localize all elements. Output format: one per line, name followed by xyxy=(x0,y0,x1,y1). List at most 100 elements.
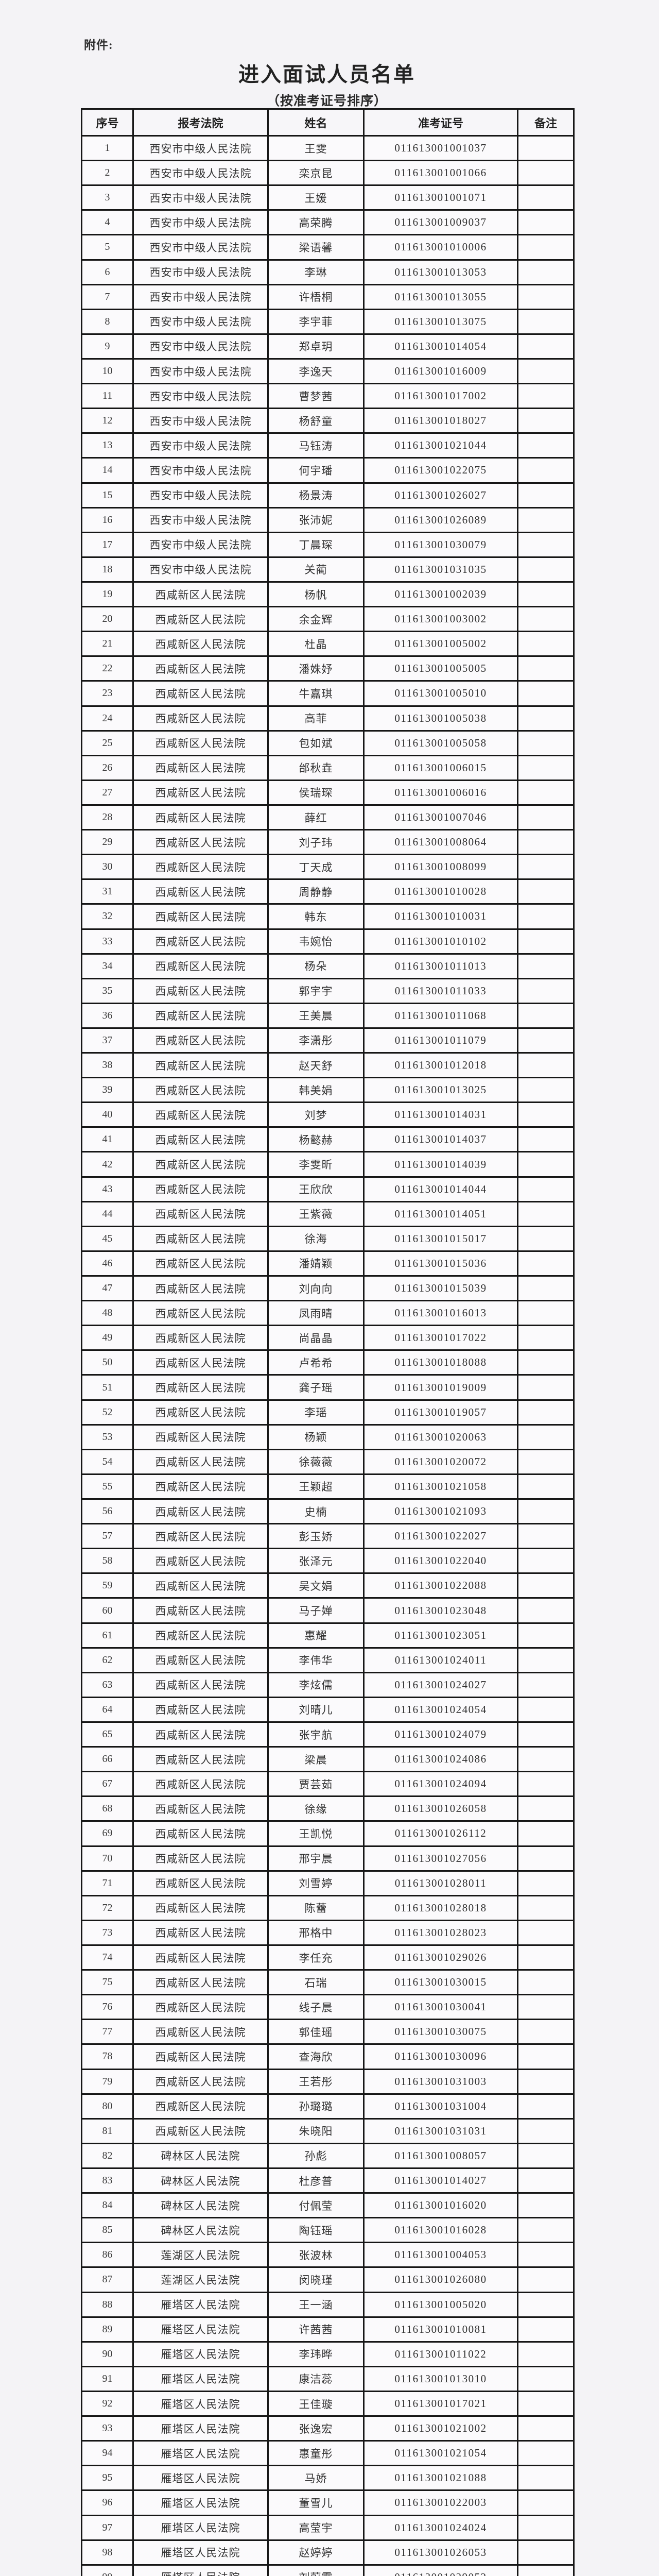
table-row: 90 雁塔区人民法院 李玮晔 011613001011022 xyxy=(81,2341,575,2367)
name-cell: 李瑶 xyxy=(267,1399,365,1426)
court-cell: 雁塔区人民法院 xyxy=(132,2489,269,2516)
court-cell: 西安市中级人民法院 xyxy=(132,234,269,261)
remark-cell xyxy=(517,1622,575,1649)
table-row: 85 碑林区人民法院 陶钰瑶 011613001016028 xyxy=(81,2217,575,2244)
table-row: 89 雁塔区人民法院 许茜茜 011613001010081 xyxy=(81,2316,575,2343)
ticket-number-cell: 011613001005038 xyxy=(363,705,518,732)
ticket-number-cell: 011613001021088 xyxy=(363,2465,518,2492)
remark-cell xyxy=(517,506,575,533)
ticket-number-cell: 011613001026112 xyxy=(363,1820,518,1847)
court-cell: 西咸新区人民法院 xyxy=(132,829,269,856)
remark-cell xyxy=(517,1374,575,1401)
name-cell: 刘梦 xyxy=(267,1101,365,1128)
ticket-number-cell: 011613001011013 xyxy=(363,953,518,979)
court-cell: 西咸新区人民法院 xyxy=(132,1597,269,1624)
ticket-number-cell: 011613001028018 xyxy=(363,1894,518,1921)
court-cell: 西咸新区人民法院 xyxy=(132,1919,269,1946)
name-cell: 杨懿赫 xyxy=(267,1126,365,1153)
court-cell: 西安市中级人民法院 xyxy=(132,283,269,310)
table-row: 61 西咸新区人民法院 惠耀 011613001023051 xyxy=(81,1622,575,1649)
court-cell: 西安市中级人民法院 xyxy=(132,184,269,211)
ticket-number-cell: 011613001023048 xyxy=(363,1597,518,1624)
name-cell: 潘姝妤 xyxy=(267,655,365,682)
remark-cell xyxy=(517,531,575,558)
ticket-number-cell: 011613001005058 xyxy=(363,730,518,756)
name-cell: 闵晓瑾 xyxy=(267,2266,365,2293)
row-number-cell: 52 xyxy=(81,1399,134,1426)
row-number-cell: 71 xyxy=(81,1870,134,1896)
table-row: 43 西咸新区人民法院 王欣欣 011613001014044 xyxy=(81,1176,575,1202)
table-row: 16 西安市中级人民法院 张沛妮 011613001026089 xyxy=(81,506,575,533)
row-number-cell: 1 xyxy=(81,134,134,162)
remark-cell xyxy=(517,234,575,261)
remark-cell xyxy=(517,878,575,905)
court-cell: 雁塔区人民法院 xyxy=(132,2291,269,2318)
remark-cell xyxy=(517,333,575,360)
remark-cell xyxy=(517,408,575,434)
remark-cell xyxy=(517,1300,575,1327)
remark-cell xyxy=(517,655,575,682)
ticket-number-cell: 011613001030096 xyxy=(363,2043,518,2070)
column-header-court: 报考法院 xyxy=(132,108,269,137)
name-cell: 张沛妮 xyxy=(267,506,365,533)
remark-cell xyxy=(517,1275,575,1302)
name-cell: 郭宇宇 xyxy=(267,977,365,1004)
column-header-name: 姓名 xyxy=(267,108,365,137)
remark-cell xyxy=(517,1473,575,1500)
court-cell: 西咸新区人民法院 xyxy=(132,1349,269,1376)
name-cell: 朱晓阳 xyxy=(267,2117,365,2144)
table-row: 95 雁塔区人民法院 马娇 011613001021088 xyxy=(81,2465,575,2492)
court-cell: 西咸新区人民法院 xyxy=(132,1845,269,1872)
ticket-number-cell: 011613001014037 xyxy=(363,1126,518,1153)
table-row: 57 西咸新区人民法院 彭玉娇 011613001022027 xyxy=(81,1523,575,1550)
row-number-cell: 61 xyxy=(81,1622,134,1649)
name-cell: 李宇菲 xyxy=(267,308,365,335)
row-number-cell: 77 xyxy=(81,2019,134,2045)
court-cell: 西咸新区人民法院 xyxy=(132,1176,269,1202)
name-cell: 陶钰瑶 xyxy=(267,2217,365,2244)
ticket-number-cell: 011613001005002 xyxy=(363,631,518,657)
ticket-number-cell: 011613001028011 xyxy=(363,1870,518,1896)
row-number-cell: 74 xyxy=(81,1944,134,1971)
row-number-cell: 54 xyxy=(81,1448,134,1475)
row-number-cell: 15 xyxy=(81,482,134,509)
table-row: 67 西咸新区人民法院 贾芸茹 011613001024094 xyxy=(81,1771,575,1798)
table-row: 7 西安市中级人民法院 许梧桐 011613001013055 xyxy=(81,283,575,310)
remark-cell xyxy=(517,1250,575,1277)
table-row: 4 西安市中级人民法院 高荣腾 011613001009037 xyxy=(81,209,575,236)
remark-cell xyxy=(517,1126,575,1153)
name-cell: 马钰涛 xyxy=(267,432,365,459)
table-row: 87 莲湖区人民法院 闵晓瑾 011613001026080 xyxy=(81,2266,575,2293)
remark-cell xyxy=(517,383,575,410)
table-row: 70 西咸新区人民法院 邢宇晨 011613001027056 xyxy=(81,1845,575,1872)
row-number-cell: 46 xyxy=(81,1250,134,1277)
court-cell: 西安市中级人民法院 xyxy=(132,457,269,484)
ticket-number-cell: 011613001014054 xyxy=(363,333,518,360)
court-cell: 西咸新区人民法院 xyxy=(132,1052,269,1079)
table-row: 12 西安市中级人民法院 杨舒童 011613001018027 xyxy=(81,408,575,434)
row-number-cell: 36 xyxy=(81,1002,134,1029)
ticket-number-cell: 011613001022040 xyxy=(363,1548,518,1574)
ticket-number-cell: 011613001006015 xyxy=(363,754,518,781)
table-row: 10 西安市中级人民法院 李逸天 011613001016009 xyxy=(81,358,575,385)
ticket-number-cell: 011613001026027 xyxy=(363,482,518,509)
court-cell: 西安市中级人民法院 xyxy=(132,333,269,360)
row-number-cell: 81 xyxy=(81,2117,134,2144)
remark-cell xyxy=(517,2291,575,2318)
name-cell: 徐海 xyxy=(267,1225,365,1252)
row-number-cell: 53 xyxy=(81,1423,134,1450)
ticket-number-cell: 011613001024024 xyxy=(363,2514,518,2541)
name-cell: 李玮晔 xyxy=(267,2341,365,2367)
interview-roster-table: 序号 报考法院 姓名 准考证号 备注 1 西安市中级人民法院 王雯 011613001… xyxy=(81,108,575,2576)
court-cell: 西咸新区人民法院 xyxy=(132,1275,269,1302)
ticket-number-cell: 011613001031003 xyxy=(363,2068,518,2095)
table-row: 41 西咸新区人民法院 杨懿赫 011613001014037 xyxy=(81,1126,575,1153)
row-number-cell: 9 xyxy=(81,333,134,360)
table-row: 64 西咸新区人民法院 刘晴儿 011613001024054 xyxy=(81,1696,575,1723)
remark-cell xyxy=(517,1671,575,1698)
court-cell: 西咸新区人民法院 xyxy=(132,1300,269,1327)
table-row: 36 西咸新区人民法院 王美晨 011613001011068 xyxy=(81,1002,575,1029)
row-number-cell: 79 xyxy=(81,2068,134,2095)
table-row: 20 西咸新区人民法院 余金辉 011613001003002 xyxy=(81,606,575,633)
name-cell: 卢希希 xyxy=(267,1349,365,1376)
